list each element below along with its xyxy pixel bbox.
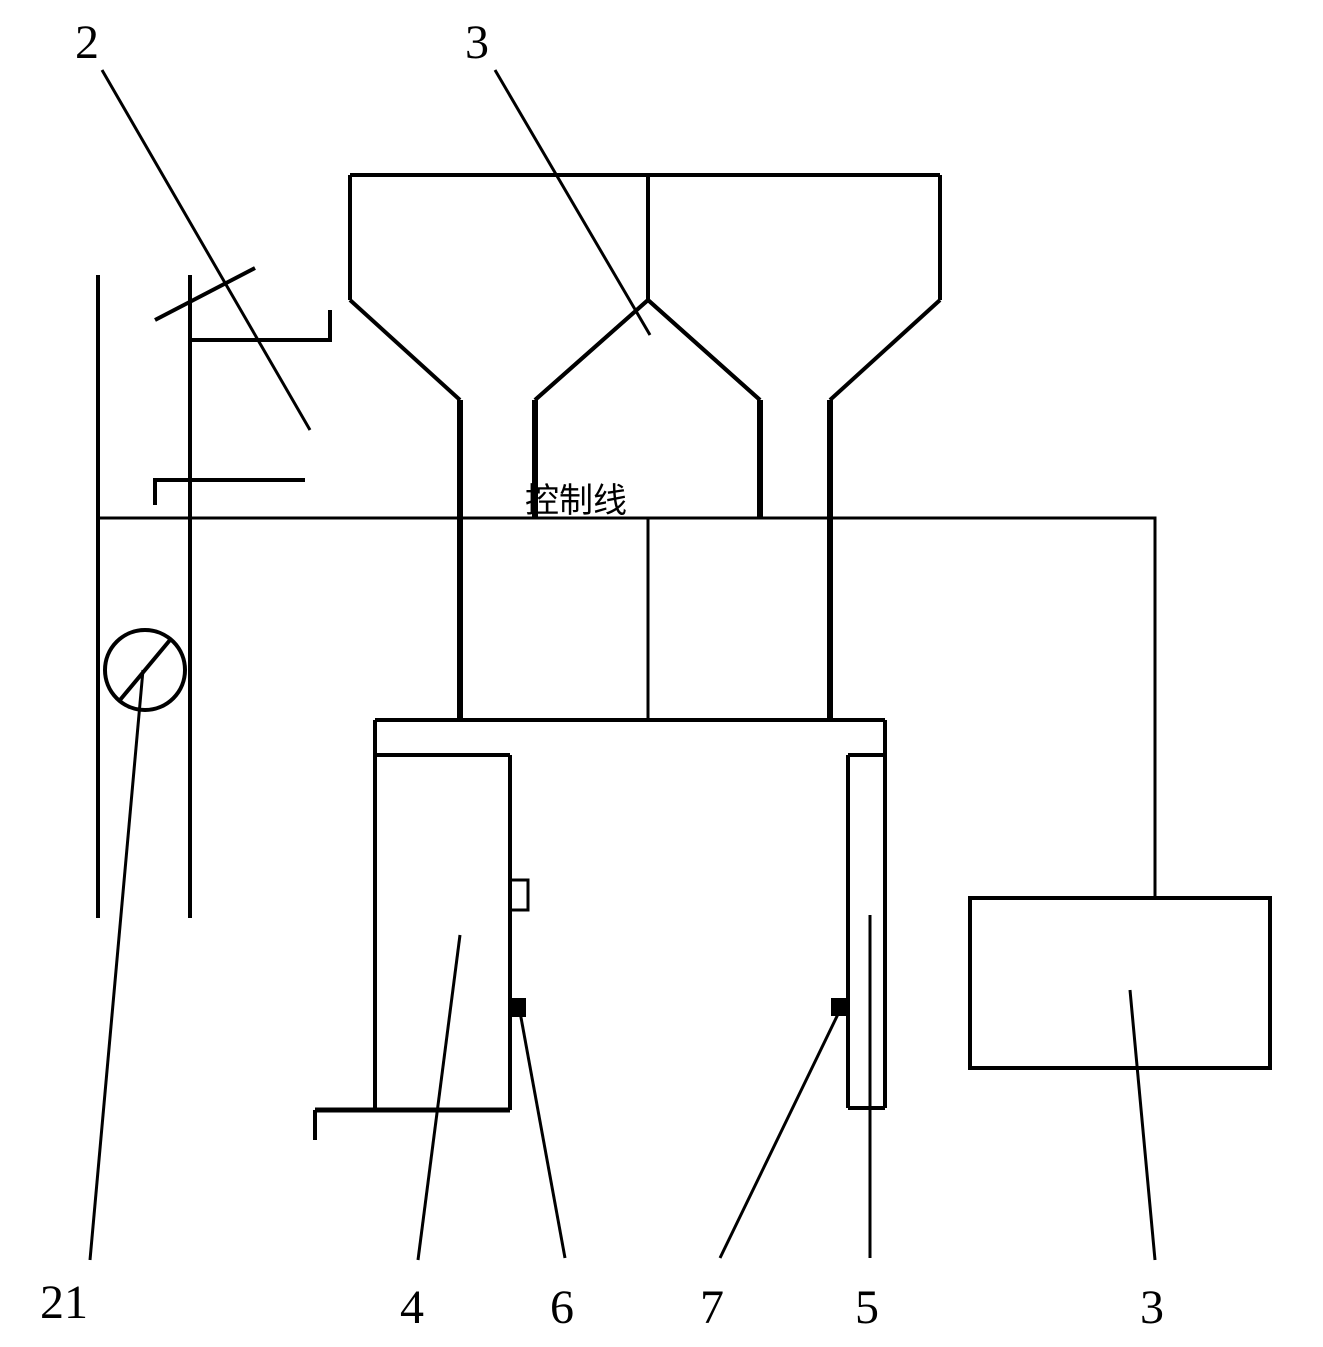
ref-label-5: 5 (855, 1280, 879, 1335)
ref-label-2: 2 (75, 15, 99, 70)
ref-label-6: 6 (550, 1280, 574, 1335)
controller-box (970, 898, 1270, 1068)
schematic-diagram (0, 0, 1323, 1347)
hopper-shape (350, 175, 940, 400)
leader-lines (90, 70, 1155, 1260)
left-structure (98, 268, 330, 918)
ref-label-3-bottom: 3 (1140, 1280, 1164, 1335)
hopper-outlets (460, 400, 830, 720)
center-frame (315, 720, 885, 1140)
ref-label-21: 21 (40, 1275, 88, 1330)
ref-label-7: 7 (700, 1280, 724, 1335)
control-line-run (98, 518, 1155, 898)
control-line-label: 控制线 (525, 473, 627, 522)
ref-label-4: 4 (400, 1280, 424, 1335)
ref-label-3-top: 3 (465, 15, 489, 70)
